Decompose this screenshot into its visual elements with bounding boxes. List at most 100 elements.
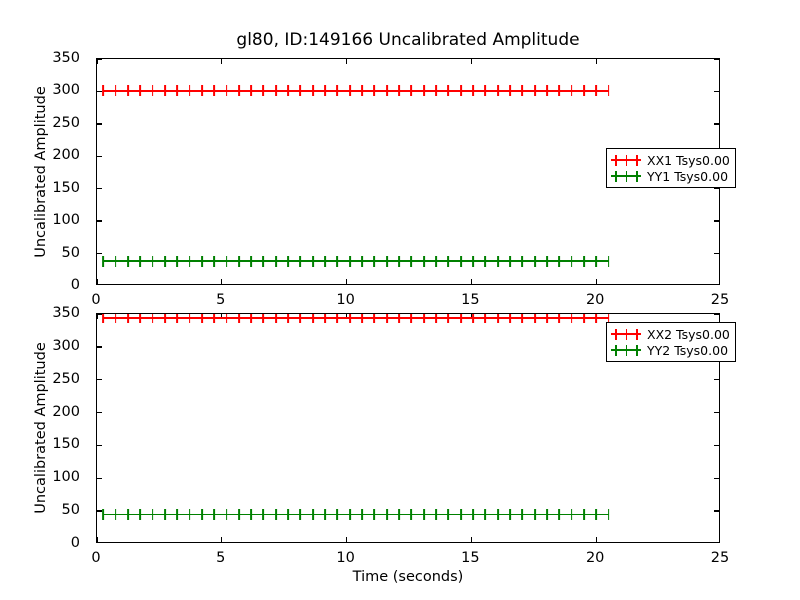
x-tick <box>221 537 223 542</box>
series-marker <box>176 508 179 520</box>
x-tick <box>470 279 473 284</box>
y-tick <box>97 90 102 93</box>
series-marker <box>447 314 450 324</box>
x-tick-label: 5 <box>216 550 226 566</box>
series-marker <box>311 508 314 520</box>
series-layer-bottom <box>97 314 719 542</box>
y-tick-label: 0 <box>70 535 80 551</box>
legend-swatch <box>611 170 641 182</box>
series-line <box>103 513 609 516</box>
series-marker <box>570 255 573 267</box>
x-tick-label: 10 <box>336 550 355 566</box>
y-tick-label: 50 <box>61 244 80 261</box>
series-marker <box>225 314 228 324</box>
y-tick <box>97 477 102 479</box>
series-marker <box>274 508 277 520</box>
x-tick <box>595 59 597 64</box>
series-marker <box>188 255 191 267</box>
x-tick <box>595 279 597 284</box>
x-tick-label: 25 <box>710 292 730 308</box>
series-marker <box>410 508 413 520</box>
series-marker <box>373 314 376 324</box>
series-marker <box>410 85 413 97</box>
x-tick-label: 25 <box>710 550 730 566</box>
series-marker <box>311 255 314 267</box>
series-marker <box>102 255 105 267</box>
series-marker <box>509 255 511 267</box>
series-line <box>103 89 609 92</box>
series-marker <box>262 314 265 324</box>
series-marker <box>484 508 487 520</box>
series-marker <box>163 314 166 324</box>
series-marker <box>422 85 425 97</box>
series-marker <box>583 85 585 97</box>
series-marker <box>139 314 142 324</box>
y-tick-label: 150 <box>52 436 80 453</box>
series-marker <box>237 314 240 324</box>
legend-label: XX1 Tsys0.00 <box>647 152 730 168</box>
series-marker <box>102 85 105 97</box>
series-marker <box>299 255 302 267</box>
series-marker <box>459 314 462 324</box>
series-line <box>103 317 609 319</box>
y-tick <box>97 220 102 222</box>
y-axis-title-bottom: Uncalibrated Amplitude <box>32 342 49 514</box>
series-marker <box>311 314 314 324</box>
y-tick <box>714 477 719 479</box>
x-tick <box>470 537 473 542</box>
series-marker <box>200 85 203 97</box>
y-tick <box>97 411 102 414</box>
series-marker <box>509 85 511 97</box>
legend-label: YY2 Tsys0.00 <box>647 342 729 358</box>
series-marker <box>459 85 462 97</box>
series-marker <box>102 508 105 520</box>
series-marker <box>361 85 364 97</box>
series-marker <box>336 314 339 324</box>
series-marker <box>521 314 524 324</box>
series-marker <box>348 255 351 267</box>
series-marker <box>607 314 610 324</box>
series-marker <box>385 508 388 520</box>
series-marker <box>484 314 487 324</box>
series-marker <box>200 314 203 324</box>
y-tick <box>714 90 719 93</box>
series-marker <box>595 508 598 520</box>
legend-entry: XX1 Tsys0.00 <box>611 152 730 168</box>
series-marker <box>496 508 499 520</box>
series-marker <box>176 314 179 324</box>
series-marker <box>287 508 290 520</box>
series-marker <box>447 255 450 267</box>
series-marker <box>287 85 290 97</box>
series-marker <box>213 85 216 97</box>
series-marker <box>250 85 253 97</box>
series-marker <box>237 85 240 97</box>
y-tick-label: 150 <box>52 179 80 196</box>
series-marker <box>385 85 388 97</box>
series-marker <box>410 255 413 267</box>
chart-title: gl80, ID:149166 Uncalibrated Amplitude <box>236 30 580 50</box>
series-marker <box>274 255 277 267</box>
series-marker <box>102 314 105 324</box>
x-tick <box>345 59 348 64</box>
y-tick <box>97 252 102 255</box>
series-marker <box>176 255 179 267</box>
series-marker <box>373 508 376 520</box>
series-marker <box>126 255 129 267</box>
series-marker <box>546 314 548 324</box>
series-marker <box>200 508 203 520</box>
series-marker <box>435 85 437 97</box>
series-marker <box>373 255 376 267</box>
series-marker <box>188 85 191 97</box>
series-marker <box>324 255 327 267</box>
y-tick <box>97 123 102 125</box>
series-marker <box>496 314 499 324</box>
y-tick <box>97 379 102 381</box>
series-marker <box>114 508 117 520</box>
x-tick <box>345 279 348 284</box>
series-marker <box>361 508 364 520</box>
legend-label: XX2 Tsys0.00 <box>647 326 730 342</box>
series-marker <box>459 255 462 267</box>
x-tick-label: 0 <box>91 550 101 566</box>
series-marker <box>521 255 524 267</box>
